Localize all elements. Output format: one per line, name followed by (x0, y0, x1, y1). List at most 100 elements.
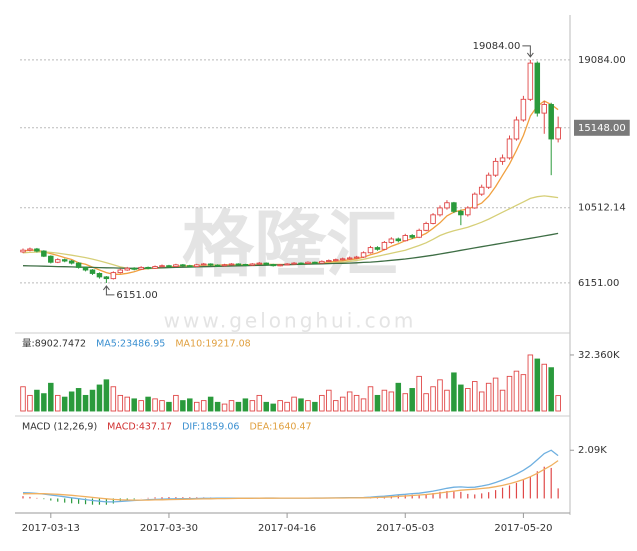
volume-bar (55, 394, 61, 412)
volume-bar (277, 400, 283, 412)
candle-body (409, 235, 415, 238)
candle-body (437, 207, 443, 216)
volume-bar (68, 391, 75, 412)
volume-bar (548, 367, 554, 412)
candle-body (96, 272, 103, 278)
legend-entry: MA10:19217.08 (175, 339, 250, 350)
candle-body (221, 264, 228, 267)
candle-body (360, 252, 367, 258)
candle-body (541, 104, 548, 114)
annotation-arrow (103, 285, 115, 296)
candle-body (89, 269, 96, 274)
candle-body (173, 264, 179, 268)
volume-bar (346, 391, 353, 412)
candle-body (284, 263, 290, 266)
legend-entry: MA5:23486.95 (96, 339, 165, 350)
candle-body (555, 127, 561, 140)
candle-body (193, 264, 200, 268)
candle-body (499, 157, 506, 162)
volume-bar (333, 400, 339, 412)
volume-bar (472, 381, 478, 412)
candle-body (27, 248, 33, 251)
candle-body (367, 247, 374, 254)
candle-body (207, 263, 214, 266)
volume-bar (173, 394, 179, 412)
volume-bar (20, 386, 26, 412)
candle-body (534, 62, 541, 114)
volume-bar (256, 394, 263, 412)
candle-body (235, 263, 242, 266)
candle-body (326, 260, 332, 262)
volume-bar (478, 391, 485, 412)
volume-bar (180, 400, 186, 412)
legend-entry: DEA:1640.47 (249, 422, 311, 433)
volume-bar (430, 386, 436, 412)
candle-body (277, 264, 283, 267)
volume-bar (506, 375, 513, 412)
candle-body (472, 193, 478, 209)
candle-body (430, 214, 436, 224)
current-price-box (574, 119, 630, 136)
volume-bar (513, 370, 520, 412)
candle-body (124, 267, 130, 271)
line (22, 460, 559, 501)
candle-body (319, 260, 325, 264)
volume-bar (374, 394, 381, 412)
candle-body (395, 238, 402, 242)
volume-bar (423, 393, 429, 412)
volume-bar (416, 375, 422, 412)
candle-body (68, 260, 75, 264)
candle-body (214, 264, 221, 267)
candle-body (298, 262, 304, 265)
candle-body (166, 265, 172, 268)
volume-bar (61, 396, 68, 412)
candle-body (228, 263, 235, 266)
candle-body (291, 262, 297, 265)
volume-bar (228, 400, 235, 412)
volume-bar (138, 400, 144, 412)
volume-bar (305, 400, 311, 412)
candle-body (61, 259, 68, 262)
candle-body (388, 238, 395, 243)
candle-body (187, 265, 193, 268)
volume-bar (242, 398, 249, 412)
candle-body (527, 62, 534, 100)
volume-bar (555, 395, 561, 412)
candle-body (103, 276, 110, 280)
y-tick-label: 10512.14 (578, 203, 626, 214)
annotation: 19084.00 (473, 41, 521, 52)
candle-body (180, 264, 186, 267)
volume-bar (235, 401, 242, 412)
watermark-url: www.gelonghui.com (164, 309, 417, 333)
candle-body (492, 160, 499, 176)
volume-bar (117, 394, 124, 412)
candle-body (152, 266, 158, 269)
x-tick-label: 2017-03-30 (140, 523, 198, 534)
candle-body (374, 247, 381, 250)
volume-bar (207, 396, 214, 412)
volume-bar (485, 382, 492, 412)
volume-bar (34, 389, 40, 412)
candle-body (256, 262, 263, 265)
volume-bar (353, 394, 360, 412)
volume-bar (520, 374, 527, 412)
candle-body (55, 259, 61, 263)
candle-body (34, 248, 40, 252)
line (22, 232, 559, 269)
candle-body (346, 257, 353, 260)
volume-bar (451, 372, 457, 412)
volume-bar (402, 393, 409, 412)
legend-entry: DIF:1859.06 (182, 422, 239, 433)
legend-entry: MACD:437.17 (107, 422, 172, 433)
candle-body (485, 174, 492, 188)
volume-bar (284, 401, 290, 412)
volume-bar (249, 400, 256, 412)
candle-body (82, 266, 89, 271)
volume-bar (339, 396, 346, 412)
y-tick-label: 19084.00 (578, 55, 626, 66)
candle-body (381, 241, 388, 250)
y-tick-label: 15148.00 (578, 123, 626, 134)
candle-body (333, 259, 339, 262)
volume-bar (367, 386, 374, 412)
volume-bar (395, 382, 402, 412)
